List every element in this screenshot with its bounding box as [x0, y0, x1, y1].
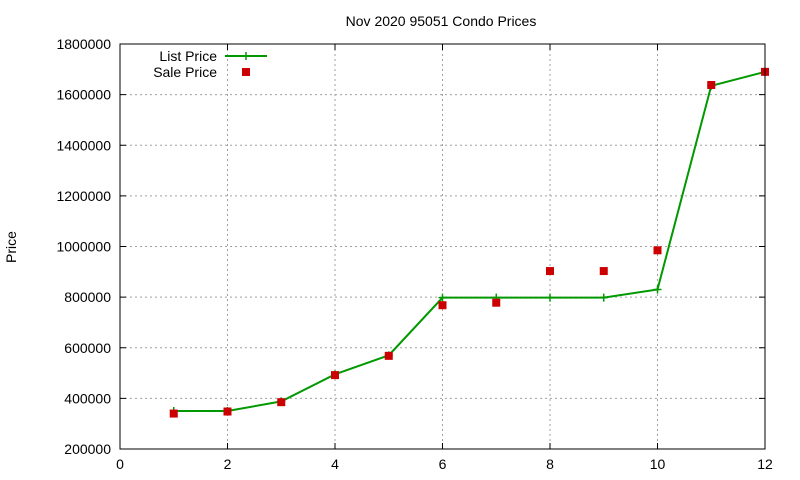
sale-price-point: [707, 81, 716, 90]
sale-price-point: [599, 267, 608, 276]
y-tick-label: 400000: [64, 390, 111, 406]
x-tick-label: 2: [224, 456, 232, 472]
y-tick-label: 1800000: [56, 36, 111, 52]
y-axis-label: Price: [3, 231, 19, 263]
legend-label: Sale Price: [153, 64, 217, 80]
x-tick-label: 10: [650, 456, 666, 472]
sale-price-point: [384, 351, 393, 360]
sale-price-point: [438, 301, 447, 310]
sale-price-point: [331, 371, 339, 380]
y-tick-label: 1000000: [56, 239, 111, 255]
legend-item-list-price: List Price: [159, 48, 267, 64]
x-tick-label: 6: [439, 456, 447, 472]
y-tick-label: 600000: [64, 340, 111, 356]
sale-price-series: [169, 67, 769, 418]
axis-ticks: 0 2 4 6 8 10 12 200000 400000 600000 800000 1000000…: [56, 36, 773, 472]
y-tick-label: 1200000: [56, 188, 111, 204]
y-tick-label: 800000: [64, 289, 111, 305]
legend-marker: [242, 52, 250, 60]
sale-price-point: [223, 407, 232, 416]
y-tick-label: 200000: [64, 441, 111, 457]
y-tick-label: 1400000: [56, 137, 111, 153]
list-price-point: [599, 293, 608, 302]
sale-price-point: [653, 246, 662, 255]
sale-price-point: [492, 298, 501, 307]
legend-item-sale-price: Sale Price: [153, 64, 250, 80]
legend-marker: [242, 68, 250, 76]
list-price-point: [653, 285, 662, 294]
x-tick-label: 4: [331, 456, 339, 472]
list-price-point: [546, 293, 554, 302]
x-tick-label: 0: [116, 456, 124, 472]
list-price-point: [438, 293, 447, 302]
sale-price-point: [277, 398, 286, 407]
x-tick-label: 12: [757, 456, 773, 472]
chart-title: Nov 2020 95051 Condo Prices: [346, 13, 537, 29]
legend-label: List Price: [159, 48, 217, 64]
list-price-series: [169, 67, 769, 416]
list-price-line: [173, 70, 766, 413]
sale-price-point: [169, 409, 178, 418]
y-tick-label: 1600000: [56, 87, 111, 103]
x-tick-label: 8: [546, 456, 554, 472]
sale-price-point: [546, 267, 554, 276]
series-layer: [169, 67, 769, 418]
